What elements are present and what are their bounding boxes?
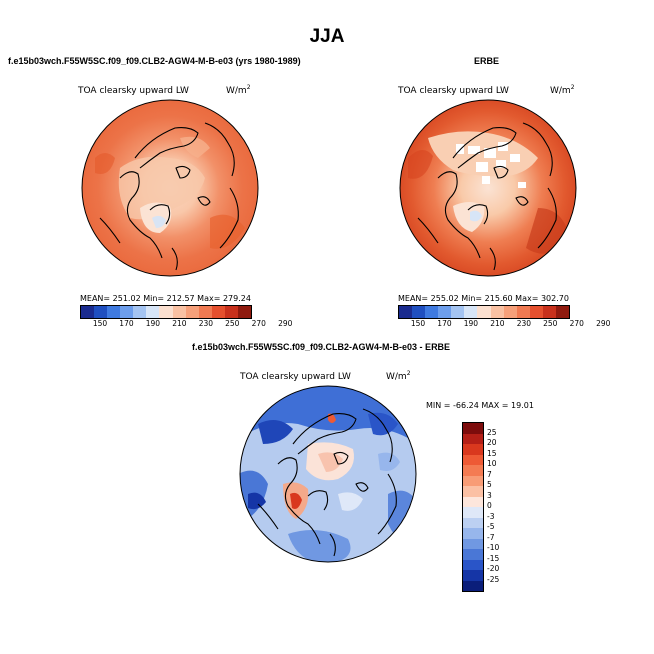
obs-stats: MEAN= 255.02 Min= 215.60 Max= 302.70: [398, 294, 569, 303]
colorbar-swatch: [159, 306, 173, 318]
colorbar-swatch: [463, 454, 483, 465]
colorbar-tick-label: 3: [487, 490, 492, 500]
colorbar-tick-label: -3: [487, 511, 495, 521]
model-units: W/m2: [226, 84, 251, 96]
colorbar-swatch: [412, 306, 426, 318]
colorbar-tick-label: -25: [487, 574, 500, 584]
colorbar-tick-label: 210: [172, 319, 187, 328]
obs-colorbar: [398, 305, 570, 319]
colorbar-swatch: [81, 306, 95, 318]
diff-panel-title: f.e15b03wch.F55W5SC.f09_f09.CLB2-AGW4-M-…: [192, 342, 451, 352]
colorbar-swatch: [464, 306, 478, 318]
diff-colorbar: [462, 422, 484, 592]
colorbar-swatch: [463, 465, 483, 476]
diff-stats: MIN = -66.24 MAX = 19.01: [426, 401, 534, 410]
colorbar-swatch: [399, 306, 413, 318]
colorbar-swatch: [94, 306, 108, 318]
colorbar-tick-label: 250: [543, 319, 558, 328]
colorbar-tick-label: 230: [516, 319, 532, 328]
model-colorbar-ticks: 150 170 190 210 230 250 270 290: [80, 319, 293, 329]
model-colorbar: [80, 305, 252, 319]
colorbar-tick-label: 0: [487, 501, 492, 510]
colorbar-swatch: [490, 306, 504, 318]
model-panel-title: f.e15b03wch.F55W5SC.f09_f09.CLB2-AGW4-M-…: [8, 56, 301, 66]
colorbar-swatch: [477, 306, 491, 318]
colorbar-swatch: [451, 306, 465, 318]
colorbar-swatch: [463, 423, 483, 434]
colorbar-swatch: [425, 306, 439, 318]
model-stats: MEAN= 251.02 Min= 212.57 Max= 279.24: [80, 294, 251, 303]
colorbar-tick-label: -5: [487, 522, 495, 531]
colorbar-swatch: [237, 306, 252, 318]
colorbar-tick-label: -15: [487, 553, 500, 563]
colorbar-swatch: [463, 475, 483, 486]
colorbar-tick-label: 210: [490, 319, 505, 328]
colorbar-tick-label: -10: [487, 543, 500, 552]
colorbar-swatch: [503, 306, 517, 318]
colorbar-swatch: [516, 306, 530, 318]
colorbar-swatch: [542, 306, 556, 318]
colorbar-swatch: [529, 306, 543, 318]
colorbar-swatch: [463, 444, 483, 455]
colorbar-tick-label: 150: [410, 319, 426, 328]
colorbar-swatch: [463, 580, 483, 591]
model-field-label: TOA clearsky upward LW: [78, 86, 189, 96]
colorbar-tick-label: 190: [463, 319, 479, 328]
colorbar-swatch: [463, 507, 483, 518]
colorbar-tick-label: 150: [92, 319, 108, 328]
colorbar-swatch: [463, 570, 483, 581]
colorbar-tick-label: 290: [278, 319, 293, 328]
colorbar-swatch: [463, 528, 483, 539]
model-polar-map: [81, 99, 259, 277]
colorbar-swatch: [146, 306, 160, 318]
colorbar-swatch: [463, 486, 483, 497]
obs-panel-title: ERBE: [474, 56, 500, 66]
colorbar-swatch: [463, 517, 483, 528]
colorbar-tick-label: -20: [487, 564, 500, 573]
colorbar-tick-label: 5: [487, 480, 492, 489]
colorbar-swatch: [463, 433, 483, 444]
page-title: JJA: [309, 26, 345, 47]
colorbar-swatch: [463, 549, 483, 560]
colorbar-swatch: [463, 559, 483, 570]
diff-units: W/m2: [386, 370, 411, 382]
colorbar-tick-label: 170: [119, 319, 134, 328]
colorbar-tick-label: 15: [487, 448, 497, 458]
diff-field-label: TOA clearsky upward LW: [240, 372, 351, 382]
colorbar-swatch: [107, 306, 121, 318]
colorbar-swatch: [463, 538, 483, 549]
colorbar-tick-label: 190: [145, 319, 161, 328]
colorbar-tick-label: 170: [437, 319, 452, 328]
colorbar-tick-label: 270: [569, 319, 584, 328]
colorbar-tick-label: 10: [487, 459, 497, 468]
colorbar-swatch: [133, 306, 147, 318]
obs-units: W/m2: [550, 84, 575, 96]
colorbar-tick-label: -7: [487, 532, 495, 542]
obs-field-label: TOA clearsky upward LW: [398, 86, 509, 96]
colorbar-tick-label: 270: [251, 319, 266, 328]
obs-polar-map: [399, 99, 577, 277]
colorbar-tick-label: 290: [596, 319, 611, 328]
colorbar-swatch: [198, 306, 212, 318]
colorbar-swatch: [211, 306, 225, 318]
colorbar-swatch: [185, 306, 199, 318]
colorbar-swatch: [172, 306, 186, 318]
colorbar-swatch: [555, 306, 570, 318]
colorbar-tick-label: 20: [487, 438, 497, 447]
colorbar-swatch: [120, 306, 134, 318]
colorbar-tick-label: 7: [487, 469, 492, 479]
colorbar-tick-label: 25: [487, 427, 497, 437]
obs-colorbar-ticks: 150 170 190 210 230 250 270 290: [398, 319, 611, 329]
colorbar-swatch: [224, 306, 238, 318]
colorbar-tick-label: 250: [225, 319, 240, 328]
diff-polar-map: [239, 385, 417, 563]
colorbar-swatch: [438, 306, 452, 318]
colorbar-swatch: [463, 496, 483, 507]
colorbar-tick-label: 230: [198, 319, 214, 328]
